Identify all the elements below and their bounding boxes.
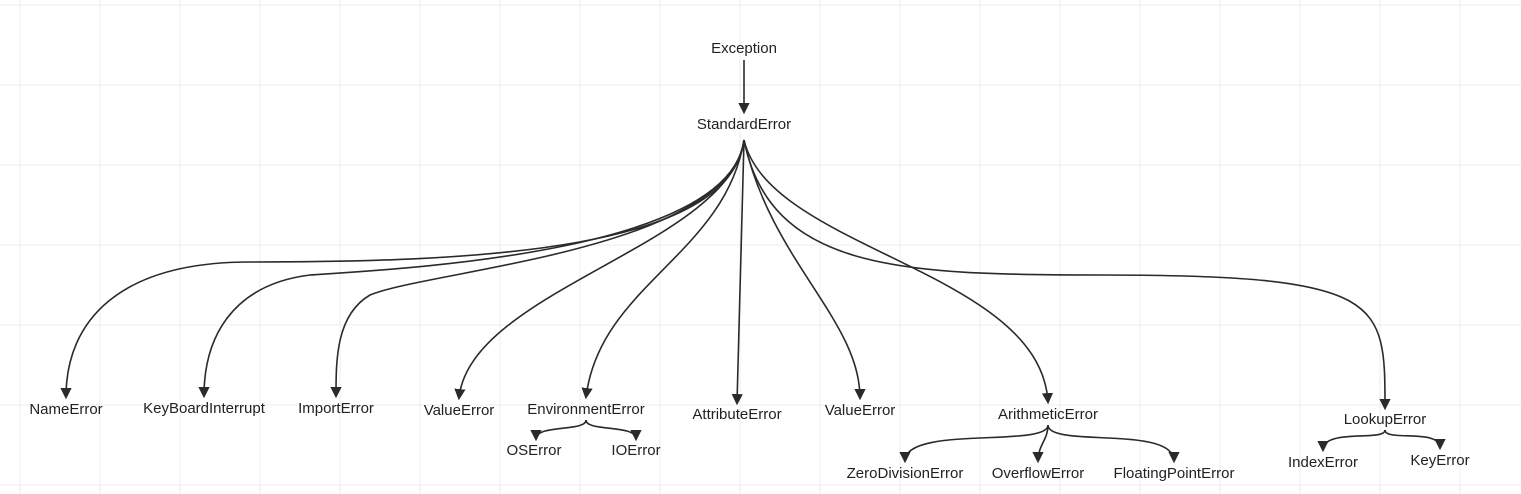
node-label: ValueError <box>825 402 896 419</box>
edge <box>581 139 745 400</box>
edge <box>454 139 745 401</box>
node-label: StandardError <box>697 116 791 133</box>
nodes: Exception StandardError NameError KeyBoa… <box>29 40 1469 482</box>
edge <box>198 139 745 399</box>
node-label: EnvironmentError <box>527 401 645 418</box>
node-label: NameError <box>29 401 102 418</box>
edge <box>1384 429 1446 451</box>
edge <box>530 419 587 442</box>
node-label: OverflowError <box>992 465 1085 482</box>
edge <box>743 139 866 401</box>
edge <box>731 139 745 406</box>
edge <box>743 139 1054 405</box>
edges <box>60 60 1446 464</box>
edge <box>1047 424 1180 464</box>
edge <box>1317 429 1386 453</box>
node-label: AttributeError <box>692 406 781 423</box>
node-label: ArithmeticError <box>998 406 1098 423</box>
node-label: ZeroDivisionError <box>847 465 964 482</box>
edge <box>330 139 745 399</box>
node-label: ValueError <box>424 402 495 419</box>
edge <box>899 424 1049 464</box>
node-label: KeyBoardInterrupt <box>143 400 266 417</box>
node-label: KeyError <box>1410 452 1469 469</box>
node-label: FloatingPointError <box>1114 465 1235 482</box>
edge <box>585 419 642 442</box>
node-label: IndexError <box>1288 454 1358 471</box>
node-label: IOError <box>611 442 660 459</box>
edge <box>743 139 1391 411</box>
edge <box>1032 424 1049 464</box>
edge <box>60 139 745 400</box>
node-label: ImportError <box>298 400 374 417</box>
node-label: LookupError <box>1344 411 1427 428</box>
node-label: Exception <box>711 40 777 57</box>
node-label: OSError <box>506 442 561 459</box>
